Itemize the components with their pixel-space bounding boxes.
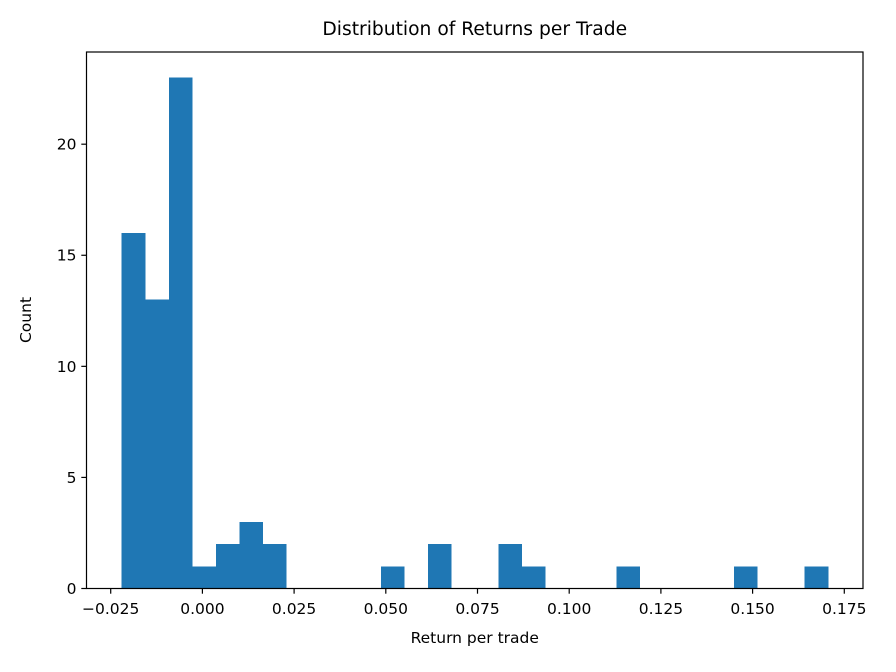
x-tick-label: 0.025 bbox=[272, 600, 316, 618]
y-tick-label: 15 bbox=[57, 247, 77, 265]
y-tick-label: 0 bbox=[67, 580, 77, 598]
histogram-bar bbox=[121, 233, 146, 589]
histogram-bar bbox=[734, 566, 758, 589]
histogram-bar bbox=[192, 566, 216, 589]
histogram-bar bbox=[380, 566, 405, 589]
histogram-bar bbox=[215, 544, 240, 589]
x-tick-label: 0.050 bbox=[364, 600, 408, 618]
y-tick-label: 20 bbox=[57, 136, 77, 154]
chart-title: Distribution of Returns per Trade bbox=[322, 19, 628, 40]
histogram-bar bbox=[804, 566, 829, 589]
y-tick-label: 5 bbox=[67, 469, 77, 487]
histogram-bar bbox=[498, 544, 523, 589]
histogram-bar bbox=[427, 544, 452, 589]
x-tick-label: 0.000 bbox=[180, 600, 224, 618]
histogram-bar bbox=[263, 544, 287, 589]
x-tick-label: 0.175 bbox=[822, 600, 866, 618]
y-tick-label: 10 bbox=[57, 358, 77, 376]
histogram-bar bbox=[145, 299, 169, 589]
histogram-bar bbox=[239, 521, 264, 589]
x-tick-label: 0.100 bbox=[547, 600, 591, 618]
x-tick-label: 0.125 bbox=[639, 600, 683, 618]
x-tick-label: 0.150 bbox=[730, 600, 774, 618]
histogram-bar bbox=[616, 566, 640, 589]
x-tick-label: 0.075 bbox=[455, 600, 499, 618]
x-tick-label: −0.025 bbox=[82, 600, 139, 618]
histogram-bar bbox=[522, 566, 546, 589]
histogram-bar bbox=[168, 77, 193, 589]
x-axis-label: Return per trade bbox=[410, 629, 539, 647]
plot-border bbox=[85, 51, 864, 590]
